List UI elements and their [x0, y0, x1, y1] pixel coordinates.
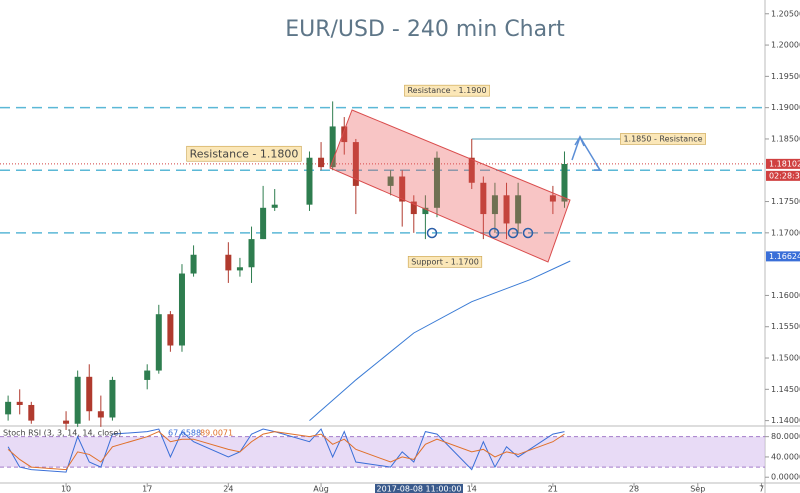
x-tick-label: 14 [467, 485, 477, 493]
stoch-line [7, 431, 565, 471]
y-tick-label: 1.20000 [771, 41, 800, 50]
candle-body [318, 157, 325, 168]
candle-body [190, 254, 197, 274]
candle-body [16, 401, 23, 405]
y-tick-label: 1.15000 [771, 354, 800, 363]
candle-body [86, 376, 93, 412]
candle-body [503, 195, 510, 224]
price-tag [766, 158, 800, 169]
y-tick-label: 1.20500 [771, 9, 800, 18]
candle-body [410, 201, 417, 215]
moving-average [309, 260, 571, 421]
price-tag [766, 251, 800, 262]
level-label-box [404, 84, 490, 97]
candle-body [5, 401, 12, 415]
y-tick-label: 1.14000 [771, 416, 800, 425]
candle-body [271, 204, 278, 208]
x-tick-label: Sep [690, 485, 705, 493]
target-label: 1.1850 - Resistance [623, 134, 702, 143]
countdown: 02:28:35 [769, 171, 800, 180]
x-tick-label: 7 [759, 485, 764, 493]
level-label-box [407, 256, 483, 268]
crosshair-time: 2017-08-08 11:00:00 [377, 485, 462, 493]
candle-body [155, 314, 162, 371]
y-tick-label: 1.17500 [771, 197, 800, 206]
candle-body [399, 176, 406, 202]
channel [329, 109, 571, 263]
stoch-band [0, 436, 765, 468]
x-tick-label: 17 [142, 485, 152, 493]
candle-body [167, 314, 174, 346]
candle-body [480, 182, 487, 215]
level-label: Resistance - 1.1900 [407, 86, 486, 95]
candle-body [63, 420, 70, 424]
candle-body [144, 370, 151, 380]
candle-body [468, 157, 475, 183]
candle-body [248, 239, 255, 268]
indicator-title: Stoch RSI (3, 3, 14, 14, close) [3, 429, 121, 438]
crosshair-tag [375, 484, 463, 493]
support-touch [507, 227, 519, 239]
support-touch [426, 227, 438, 239]
candle-body [387, 176, 394, 186]
candle-body [549, 195, 556, 202]
x-tick-label: Aug [313, 485, 329, 493]
candle-body [28, 404, 35, 421]
y-tick-label: 1.16000 [771, 291, 800, 300]
chart-title: EUR/USD - 240 min Chart [285, 17, 565, 42]
candle-body [491, 195, 498, 215]
arrow-head [574, 135, 585, 147]
support-touch [522, 227, 534, 239]
indicator-value: 89.0071 [200, 429, 233, 438]
y-tick-label: 1.19500 [771, 72, 800, 81]
candle-body [225, 254, 232, 271]
y-tick-label: 80.0000 [771, 432, 800, 441]
candle-body [74, 376, 81, 424]
level-label: Resistance - 1.1800 [190, 147, 299, 160]
y-tick-label: 0.00000 [771, 473, 800, 482]
countdown-tag [766, 170, 800, 181]
y-tick-label: 1.15500 [771, 322, 800, 331]
candle-body [260, 207, 267, 240]
x-tick-label: 10 [61, 485, 71, 493]
arrow-head [594, 163, 602, 171]
candle-body [433, 157, 440, 208]
plot-area [0, 0, 765, 425]
y-tick-label: 1.19000 [771, 103, 800, 112]
target-label-box [620, 133, 706, 145]
candle-body [352, 142, 359, 186]
y-tick-label: 1.14500 [771, 385, 800, 394]
candle-body [561, 163, 568, 202]
level-label-box [186, 145, 302, 162]
y-tick-label: 1.18500 [771, 134, 800, 143]
level-label: Support - 1.1700 [411, 257, 479, 266]
x-tick-label: 24 [223, 485, 233, 493]
x-tick-label: 21 [548, 485, 558, 493]
y-tick-label: 1.17000 [771, 228, 800, 237]
candle-body [236, 267, 243, 271]
candle-body [306, 157, 313, 205]
candle-body [329, 126, 336, 168]
price-tag-label: 1.16624 [769, 252, 800, 261]
y-tick-label: 40.0000 [771, 452, 800, 461]
candle-body [109, 379, 116, 418]
candle-body [515, 195, 522, 224]
price-tag-label: 1.18102 [769, 159, 800, 168]
candle-body [97, 411, 104, 418]
candle-body [422, 207, 429, 215]
candle-body [178, 273, 185, 346]
candle-body [341, 126, 348, 143]
x-tick-label: 28 [629, 485, 639, 493]
indicator-value: 67.6588 [168, 429, 201, 438]
support-touch [488, 227, 500, 239]
